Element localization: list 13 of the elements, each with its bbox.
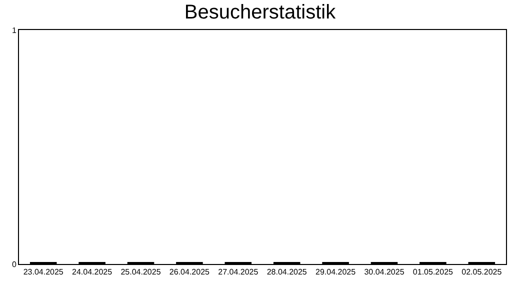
- x-tick-label: 28.04.2025: [266, 268, 308, 277]
- x-tick-label: 29.04.2025: [316, 268, 356, 277]
- chart-title: Besucherstatistik: [184, 2, 337, 24]
- x-tick-label: 26.04.2025: [169, 268, 210, 277]
- x-tick-label: 24.04.2025: [72, 268, 113, 277]
- x-tick-label: 30.04.2025: [364, 268, 405, 277]
- x-tick-label: 01.05.2025: [412, 268, 454, 277]
- x-tick-label: 23.04.2025: [23, 268, 64, 277]
- y-tick-label: 0: [12, 260, 17, 269]
- y-tick-label: 1: [12, 26, 17, 35]
- x-tick-label: 27.04.2025: [218, 268, 259, 277]
- x-tick-label: 25.04.2025: [120, 268, 162, 277]
- x-tick-label: 02.05.2025: [462, 268, 502, 277]
